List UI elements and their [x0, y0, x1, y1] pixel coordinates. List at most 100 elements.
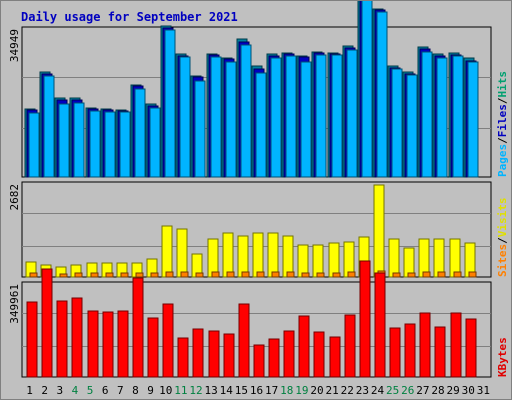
top-bar-pages-27 [421, 51, 433, 178]
top-bar-pages-10 [164, 29, 176, 178]
mid-bar-sites-30 [468, 271, 477, 278]
mid-axis-label-part: Sites [496, 244, 509, 277]
x-tick-label-2: 2 [41, 384, 48, 397]
mid-bar-sites-9 [150, 272, 159, 278]
mid-bar-visits-19 [297, 244, 309, 278]
bottom-axis-label: KBytes [496, 337, 509, 377]
mid-bar-sites-21 [332, 272, 341, 278]
top-bar-pages-28 [436, 57, 448, 178]
x-tick-label-20: 20 [310, 384, 323, 397]
bottom-axis-label-part: KBytes [496, 337, 509, 377]
top-bar-pages-17 [270, 57, 282, 178]
mid-bar-sites-16 [256, 271, 265, 278]
bottom-max-label: 349961 [8, 284, 21, 324]
bottom-bar-kbytes-29 [450, 312, 462, 378]
bottom-bar-kbytes-21 [329, 336, 341, 378]
mid-bar-visits-25 [388, 238, 400, 278]
mid-bar-sites-5 [90, 272, 99, 278]
top-bar-pages-4 [73, 102, 85, 178]
top-bar-pages-5 [89, 110, 101, 178]
bottom-bar-kbytes-11 [177, 337, 189, 378]
bottom-bar-kbytes-22 [344, 314, 356, 378]
mid-axis-label-part: / [496, 237, 509, 244]
bottom-bar-kbytes-2 [41, 268, 53, 378]
mid-bar-visits-14 [222, 232, 234, 278]
bottom-bar-kbytes-17 [268, 338, 280, 378]
mid-max-label: 2682 [8, 184, 21, 211]
top-bar-pages-24 [376, 11, 388, 178]
bottom-bar-kbytes-4 [71, 297, 83, 378]
mid-bar-visits-11 [176, 228, 188, 278]
top-axis-label: Pages/Files/Hits [496, 71, 509, 177]
bottom-bar-kbytes-28 [434, 326, 446, 378]
mid-bar-sites-14 [226, 271, 235, 278]
bottom-bar-kbytes-8 [132, 277, 144, 378]
mid-bar-sites-18 [286, 271, 295, 278]
x-tick-label-12: 12 [189, 384, 202, 397]
mid-bar-sites-11 [180, 271, 189, 278]
bottom-bar-kbytes-19 [298, 315, 310, 378]
x-tick-label-18: 18 [280, 384, 293, 397]
top-bar-pages-15 [240, 44, 252, 178]
mid-bar-sites-3 [59, 273, 68, 278]
top-bar-pages-18 [285, 55, 297, 178]
bottom-bar-kbytes-16 [253, 344, 265, 378]
x-tick-label-6: 6 [102, 384, 109, 397]
mid-bar-sites-17 [271, 271, 280, 278]
x-tick-label-10: 10 [159, 384, 172, 397]
bottom-bar-kbytes-25 [389, 327, 401, 378]
top-axis-label-part: Files [496, 104, 509, 137]
chart-title: Daily usage for September 2021 [21, 10, 238, 24]
mid-bar-sites-15 [241, 271, 250, 278]
mid-bar-sites-25 [392, 272, 401, 278]
top-bar-pages-20 [315, 54, 327, 178]
x-tick-label-11: 11 [174, 384, 187, 397]
top-bar-pages-11 [179, 56, 191, 178]
bottom-bar-kbytes-26 [404, 323, 416, 378]
x-tick-label-22: 22 [341, 384, 354, 397]
top-bar-pages-2 [43, 75, 55, 178]
bottom-bar-kbytes-1 [26, 301, 38, 378]
mid-bar-visits-15 [237, 235, 249, 278]
top-bar-pages-12 [194, 80, 206, 178]
x-tick-label-13: 13 [204, 384, 217, 397]
x-tick-label-27: 27 [416, 384, 429, 397]
mid-bar-visits-20 [312, 244, 324, 278]
mid-bar-sites-20 [316, 272, 325, 278]
top-bar-pages-30 [467, 61, 479, 178]
x-tick-label-25: 25 [386, 384, 399, 397]
bottom-bar-kbytes-5 [87, 310, 99, 378]
mid-bar-sites-7 [120, 272, 129, 278]
x-tick-label-21: 21 [326, 384, 339, 397]
bottom-bar-kbytes-13 [208, 330, 220, 378]
x-tick-label-14: 14 [220, 384, 234, 397]
top-bar-pages-23 [361, 1, 373, 178]
mid-bar-sites-10 [165, 271, 174, 278]
mid-bar-sites-13 [211, 271, 220, 278]
x-tick-label-15: 15 [235, 384, 248, 397]
top-bar-pages-9 [149, 107, 161, 178]
x-tick-label-8: 8 [132, 384, 139, 397]
mid-bar-visits-21 [328, 242, 340, 278]
x-tick-label-16: 16 [250, 384, 263, 397]
mid-bar-sites-27 [422, 271, 431, 278]
top-max-label: 34949 [8, 29, 21, 62]
x-tick-label-19: 19 [295, 384, 308, 397]
bottom-bar-kbytes-24 [374, 272, 386, 378]
mid-bar-visits-17 [267, 232, 279, 278]
top-axis-label-part: / [496, 137, 509, 144]
top-bar-pages-13 [210, 56, 222, 178]
top-bar-pages-19 [300, 61, 312, 178]
bottom-bar-kbytes-27 [419, 312, 431, 378]
x-tick-label-28: 28 [431, 384, 444, 397]
top-bar-pages-26 [406, 74, 418, 178]
mid-bar-sites-8 [135, 272, 144, 278]
mid-bar-visits-24 [373, 184, 385, 278]
x-tick-label-31: 31 [477, 384, 490, 397]
mid-bar-sites-6 [105, 272, 114, 278]
bottom-bar-kbytes-10 [162, 303, 174, 378]
top-bar-pages-25 [391, 68, 403, 178]
mid-bar-sites-19 [301, 272, 310, 278]
